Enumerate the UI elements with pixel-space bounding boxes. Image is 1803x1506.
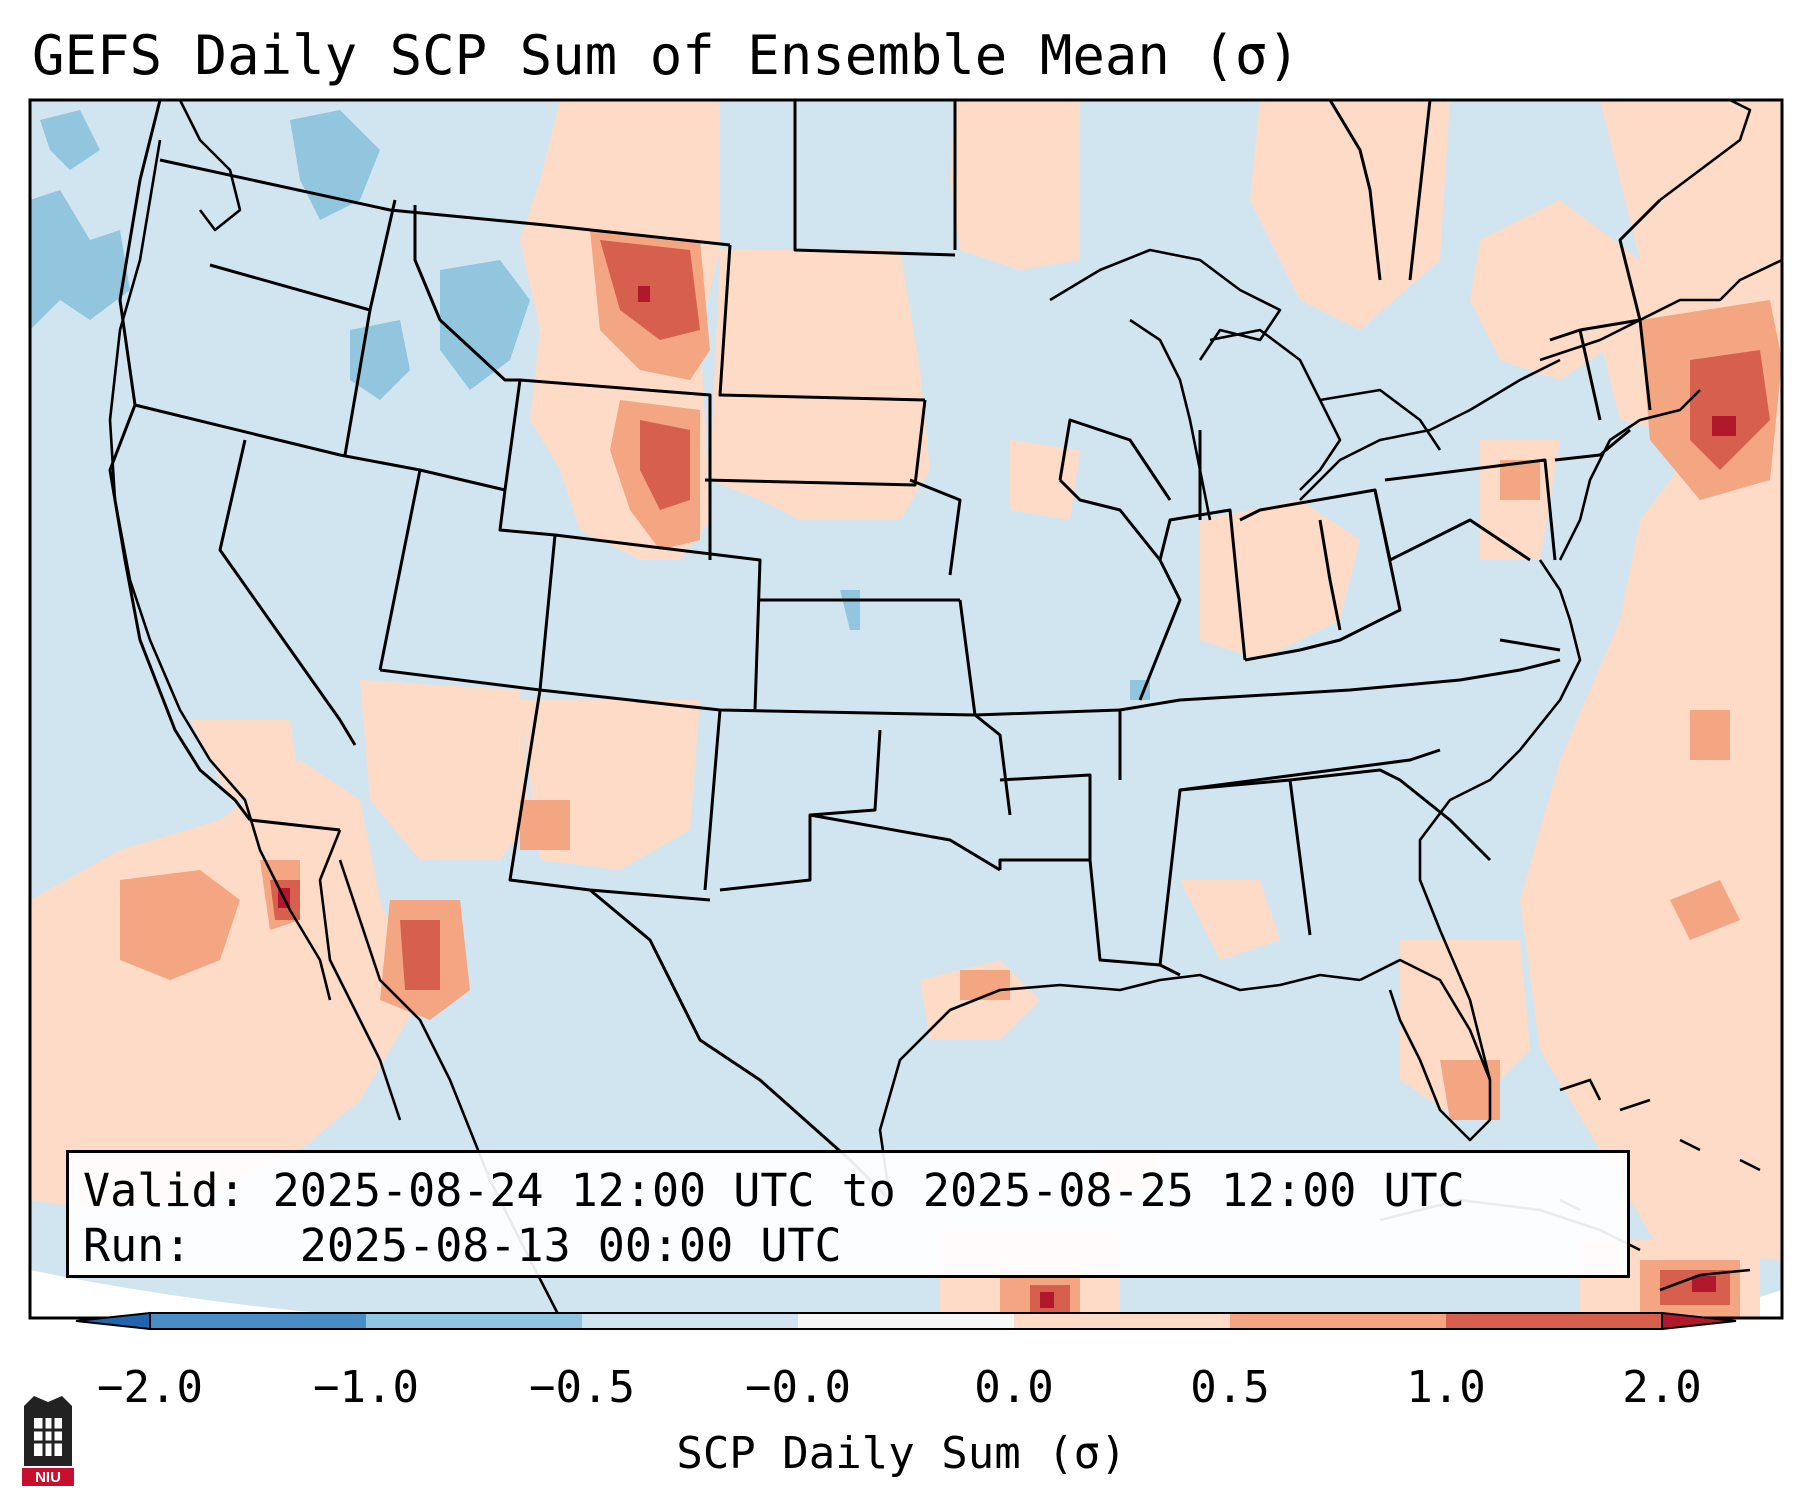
colorbar-tick-label: −2.0 [97, 1362, 203, 1413]
valid-value: 2025-08-24 12:00 UTC to 2025-08-25 12:00… [272, 1164, 1465, 1217]
colorbar-frame [149, 1312, 1663, 1330]
colorbar-tick-label: 1.0 [1406, 1362, 1486, 1413]
logo-text: NIU [35, 1469, 61, 1486]
projection-edge-left [30, 1270, 380, 1318]
positive-anomaly-strong-layer [270, 240, 1770, 1318]
valid-row: Valid: 2025-08-24 12:00 UTC to 2025-08-2… [83, 1163, 1613, 1218]
colorbar-tick-label: 2.0 [1622, 1362, 1702, 1413]
colorbar-extend-high [1661, 1311, 1737, 1331]
colorbar-extend-low [75, 1311, 151, 1331]
colorbar-segment [1014, 1313, 1230, 1329]
colorbar-tick-label: −0.5 [529, 1362, 635, 1413]
colorbar-segment [1446, 1313, 1662, 1329]
chart-title: GEFS Daily SCP Sum of Ensemble Mean (σ) [32, 24, 1300, 87]
colorbar-segment [1230, 1313, 1446, 1329]
colorbar-tick-label: −1.0 [313, 1362, 419, 1413]
run-label: Run: [83, 1219, 192, 1272]
colorbar-tick-label: 0.5 [1190, 1362, 1270, 1413]
colorbar-tick-label: 0.0 [974, 1362, 1054, 1413]
colorbar-tick-label: −0.0 [745, 1362, 851, 1413]
colorbar-segment [150, 1313, 366, 1329]
run-row: Run: 2025-08-13 00:00 UTC [83, 1218, 1613, 1273]
state-boundaries [108, 100, 1662, 1202]
run-value: 2025-08-13 00:00 UTC [299, 1219, 842, 1272]
colorbar-segment [798, 1313, 1014, 1329]
valid-label: Valid: [83, 1164, 246, 1217]
colorbar-segment [582, 1313, 798, 1329]
colorbar-segment [366, 1313, 582, 1329]
colorbar-label: SCP Daily Sum (σ) [676, 1428, 1127, 1479]
colorbar [75, 1311, 1737, 1331]
validity-info-box: Valid: 2025-08-24 12:00 UTC to 2025-08-2… [66, 1150, 1630, 1278]
niu-logo: NIU [22, 1396, 74, 1486]
negative-anomaly-layer [30, 110, 1150, 700]
